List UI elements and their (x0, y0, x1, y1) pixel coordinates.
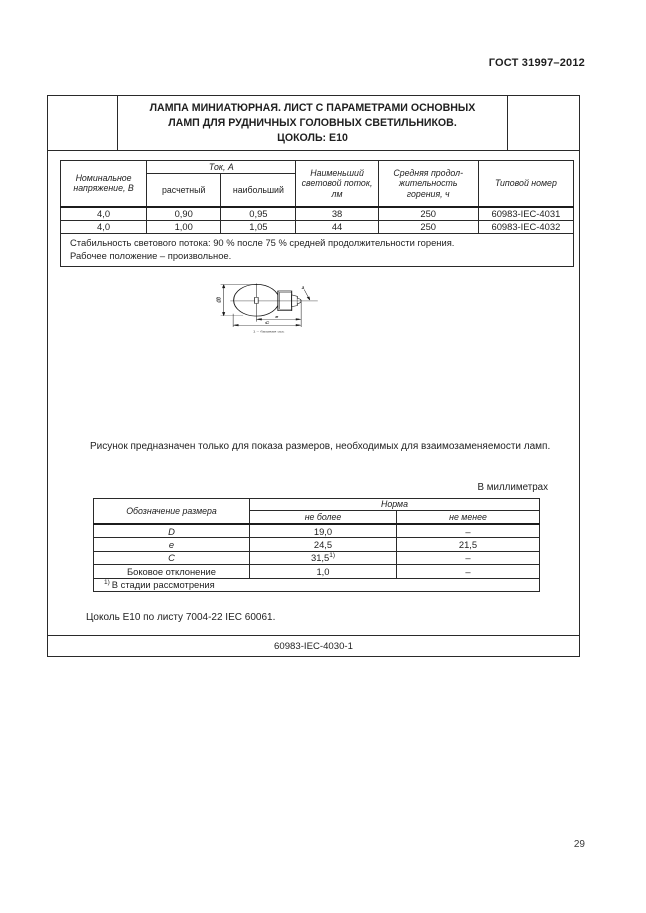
footnote-row: 1) В стадии рассмотрения (93, 577, 540, 592)
cell-dim-name: Боковое отклонение (93, 564, 250, 579)
cell-life: 250 (377, 206, 479, 221)
lamp-sheet-frame: ЛАМПА МИНИАТЮРНАЯ. ЛИСТ С ПАРАМЕТРАМИ ОС… (47, 95, 580, 657)
table-row: e 24,5 21,5 (93, 537, 540, 552)
col-header-current-group: Ток, А (146, 160, 297, 174)
col-header-flux: Наименьший световой поток, лм (295, 160, 379, 208)
note-stability: Стабильность светового потока: 90 % посл… (70, 237, 455, 248)
cell-dim-name: e (93, 537, 250, 552)
dim-c-arrow-right (295, 324, 301, 327)
cell-current-max: 1,05 (220, 219, 297, 234)
figure-caption: 1 – базовая ось (253, 330, 284, 333)
parameters-section: Номинальное напряжение, В Ток, А Наимень… (59, 160, 575, 267)
filament (254, 297, 259, 304)
cell-flux: 38 (295, 206, 379, 221)
dim-d-arrow-bottom (222, 312, 226, 316)
dim-c-arrow-left (233, 324, 239, 327)
contact-cap (291, 294, 298, 308)
axis-ref-arrow (306, 296, 311, 301)
axis-ref-label: 1 (301, 286, 304, 291)
units-label: В миллиметрах (477, 482, 548, 493)
cell-dim-name: C (93, 550, 250, 565)
col-header-current-max: наибольший (220, 173, 297, 208)
footnote-marker: 1) (104, 579, 110, 587)
cell-life: 250 (377, 219, 479, 234)
cell-min: – (396, 564, 540, 579)
cell-voltage: 4,0 (59, 206, 148, 221)
lamp-dimension-drawing: ∅D e C 1 1 – базовая ось (216, 283, 318, 333)
footnote-marker: 1) (329, 552, 336, 560)
table-row: 4,0 0,90 0,95 38 250 60983-IEC-4031 (59, 206, 575, 221)
dim-e-arrow-right (295, 318, 301, 321)
cell-current-rated: 0,90 (146, 206, 222, 221)
cell-flux: 44 (295, 219, 379, 234)
sheet-title: ЛАМПА МИНИАТЮРНАЯ. ЛИСТ С ПАРАМЕТРАМИ ОС… (149, 101, 476, 144)
col-header-current-rated: расчетный (146, 173, 222, 208)
dim-e-label: e (275, 316, 278, 320)
title-empty-cell-right (507, 96, 579, 150)
dimensions-table: Обозначение размера Норма не более не ме… (93, 498, 540, 592)
page-number: 29 (573, 839, 585, 850)
col-header-not-more: не более (249, 509, 397, 525)
col-header-designation: Обозначение размера (93, 498, 250, 525)
cell-min: – (396, 523, 540, 538)
standard-number: ГОСТ 31997–2012 (488, 57, 585, 69)
col-header-type-number: Типовой номер (477, 160, 575, 208)
col-header-voltage: Номинальное напряжение, В (59, 160, 148, 208)
dim-d-label: ∅D (216, 296, 222, 302)
figure-note: Рисунок предназначен только для показа р… (90, 441, 551, 452)
table-row: 4,0 1,00 1,05 44 250 60983-IEC-4032 (59, 219, 575, 234)
table-footnote: 1) В стадии рассмотрения (93, 577, 540, 592)
cell-type-number: 60983-IEC-4031 (477, 206, 575, 221)
table-row: Боковое отклонение 1,0 – (93, 564, 540, 579)
table-row: D 19,0 – (93, 523, 540, 538)
dim-d-arrow-top (222, 284, 226, 289)
cell-current-rated: 1,00 (146, 219, 222, 234)
cell-current-max: 0,95 (220, 206, 297, 221)
cap-reference-note: Цоколь Е10 по листу 7004-22 IEC 60061. (86, 612, 276, 623)
sheet-title-row: ЛАМПА МИНИАТЮРНАЯ. ЛИСТ С ПАРАМЕТРАМИ ОС… (48, 96, 579, 151)
cell-min: – (396, 550, 540, 565)
cell-type-number: 60983-IEC-4032 (477, 219, 575, 234)
dim-c-label: C (265, 321, 270, 326)
cell-min: 21,5 (396, 537, 540, 552)
table-notes: Стабильность светового потока: 90 % посл… (60, 234, 574, 267)
cell-voltage: 4,0 (59, 219, 148, 234)
sheet-code: 60983-IEC-4030-1 (48, 635, 579, 656)
col-header-norm: Норма (249, 498, 540, 511)
col-header-life: Средняя продол-жительность горения, ч (377, 160, 479, 208)
cell-max: 19,0 (249, 523, 397, 538)
parameters-table: Номинальное напряжение, В Ток, А Наимень… (59, 160, 575, 234)
note-position: Рабочее положение – произвольное. (70, 249, 232, 261)
title-empty-cell-left (48, 96, 118, 150)
dim-e-arrow-left (256, 318, 262, 321)
cell-dim-name: D (93, 523, 250, 538)
col-header-not-less: не менее (396, 509, 540, 525)
cell-max: 31,51) (249, 550, 397, 565)
table-row: C 31,51) – (93, 550, 540, 565)
cell-max: 24,5 (249, 537, 397, 552)
cell-max: 1,0 (249, 564, 397, 579)
